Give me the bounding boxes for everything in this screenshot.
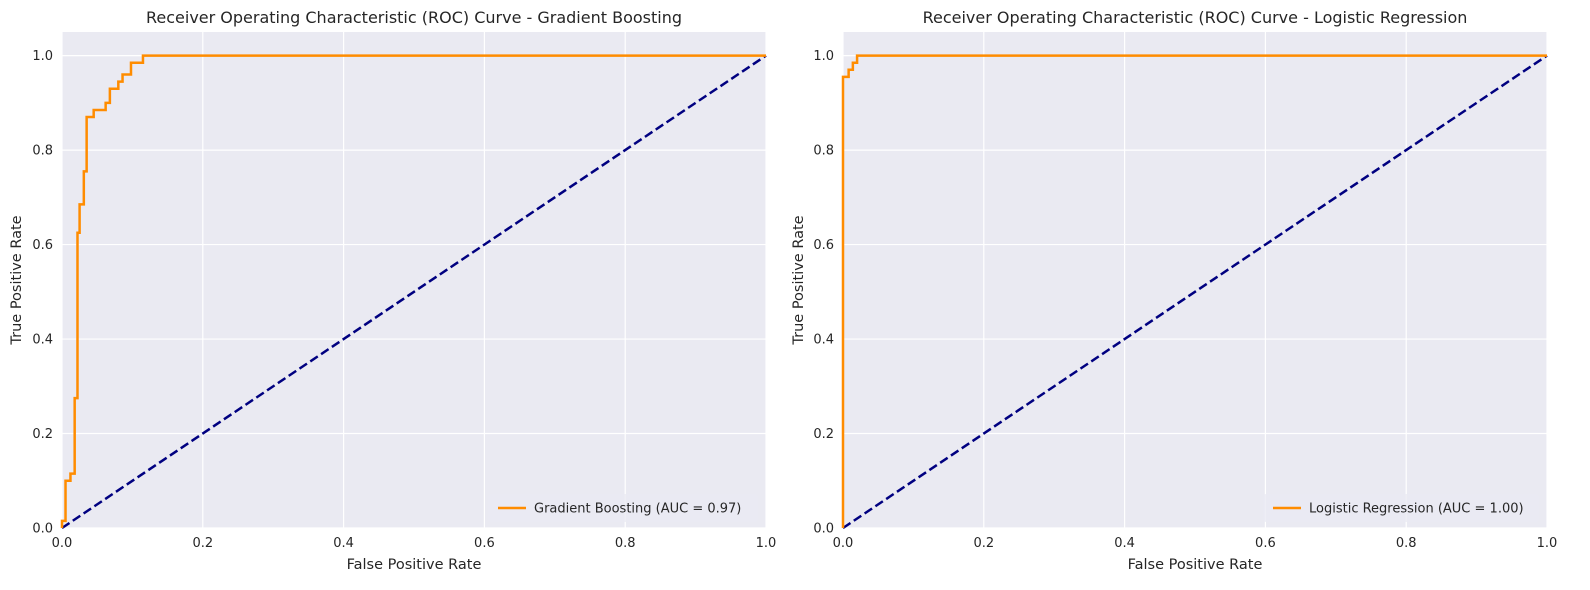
x-axis-label: False Positive Rate [1128, 557, 1263, 573]
x-tick-label: 0.0 [833, 536, 854, 551]
legend-entry: Gradient Boosting (AUC = 0.97) [534, 502, 741, 517]
legend: Gradient Boosting (AUC = 0.97) [488, 494, 758, 522]
chance-diagonal-line [61, 54, 767, 530]
plot-area [843, 32, 1547, 528]
y-tick-label: 1.0 [32, 49, 53, 64]
x-tick-label: 0.6 [474, 536, 495, 551]
tick-labels: 0.0 0.2 0.4 0.6 0.8 1.0 0.0 0.2 0.4 0.6 0.8 1.0 [32, 49, 776, 551]
chance-diagonal-line [842, 54, 1548, 530]
y-tick-label: 0.4 [32, 333, 53, 348]
y-tick-label: 0.4 [813, 333, 834, 348]
x-tick-label: 1.0 [1537, 536, 1558, 551]
y-axis-label: True Positive Rate [9, 215, 25, 345]
x-tick-label: 0.2 [973, 536, 994, 551]
roc-curve-line [60, 54, 766, 528]
chart-title: Receiver Operating Characteristic (ROC) … [146, 8, 682, 27]
x-tick-label: 0.8 [615, 536, 636, 551]
legend-box [1263, 494, 1539, 522]
gridlines [61, 32, 767, 529]
x-tick-label: 0.8 [1396, 536, 1417, 551]
y-tick-label: 0.6 [813, 238, 834, 253]
x-tick-label: 0.2 [192, 536, 213, 551]
y-tick-label: 0.6 [32, 238, 53, 253]
y-tick-label: 0.2 [813, 427, 834, 442]
y-tick-label: 0.8 [813, 144, 834, 159]
roc-curve-line [841, 54, 1547, 528]
legend: Logistic Regression (AUC = 1.00) [1263, 494, 1539, 522]
y-tick-label: 0.8 [32, 144, 53, 159]
x-tick-label: 0.4 [333, 536, 354, 551]
x-tick-label: 0.4 [1114, 536, 1135, 551]
y-tick-label: 0.2 [32, 427, 53, 442]
chart-panel-gradient-boosting: 0.0 0.2 0.4 0.6 0.8 1.0 0.0 0.2 0.4 0.6 0.8 1.0 Rec… [9, 8, 776, 573]
x-axis-label: False Positive Rate [347, 557, 482, 573]
y-tick-label: 0.0 [32, 522, 53, 537]
y-axis-label: True Positive Rate [791, 215, 807, 345]
legend-box [488, 494, 758, 522]
chart-title: Receiver Operating Characteristic (ROC) … [923, 8, 1468, 27]
series-layer [841, 54, 1548, 530]
series-layer [60, 54, 767, 530]
chart-panel-logistic-regression: 0.0 0.2 0.4 0.6 0.8 1.0 0.0 0.2 0.4 0.6 0.8 1.0 Rec… [791, 8, 1557, 573]
x-tick-label: 1.0 [756, 536, 777, 551]
y-tick-label: 1.0 [813, 49, 834, 64]
plot-area [62, 32, 766, 528]
legend-entry: Logistic Regression (AUC = 1.00) [1309, 502, 1524, 517]
tick-labels: 0.0 0.2 0.4 0.6 0.8 1.0 0.0 0.2 0.4 0.6 0.8 1.0 [813, 49, 1557, 551]
x-tick-label: 0.0 [52, 536, 73, 551]
x-tick-label: 0.6 [1255, 536, 1276, 551]
y-tick-label: 0.0 [813, 522, 834, 537]
